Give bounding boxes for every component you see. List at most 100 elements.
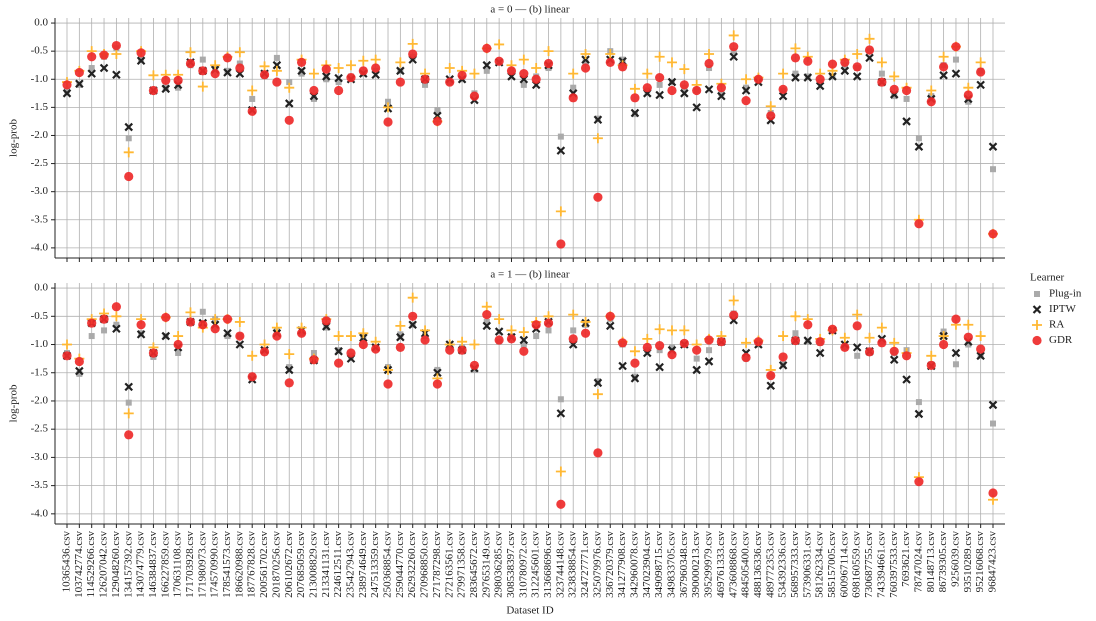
- x-tick-label: 395299979.csv: [703, 531, 715, 598]
- gdr-marker: [506, 66, 517, 76]
- gdr-marker: [531, 320, 541, 330]
- ra-marker: [234, 316, 245, 327]
- plug-in-marker: [891, 93, 898, 100]
- gdr-marker: [852, 321, 862, 331]
- ra-marker: [666, 57, 677, 68]
- gdr-marker: [877, 338, 887, 348]
- gdr-marker: [284, 378, 294, 388]
- gdr-marker: [272, 331, 282, 341]
- iptw-marker: [371, 70, 380, 80]
- legend-label: RA: [1049, 319, 1064, 331]
- series: [62, 40, 998, 249]
- iptw-marker: [408, 320, 417, 330]
- y-tick-label: -1.0: [31, 338, 49, 350]
- ra-marker: [1032, 320, 1042, 330]
- ra-marker: [839, 332, 850, 343]
- ra-marker: [728, 30, 739, 41]
- iptw-marker: [87, 69, 96, 78]
- x-tick-label: 96847423.csv: [987, 531, 999, 593]
- plug-in-marker: [175, 349, 182, 356]
- iptw-marker: [951, 69, 961, 78]
- ra-marker: [531, 63, 542, 74]
- ra-marker: [889, 337, 900, 348]
- gdr-marker: [766, 370, 776, 381]
- y-tick-label: -3.0: [31, 451, 49, 463]
- ra-marker: [790, 43, 801, 54]
- gdr-marker: [494, 335, 504, 345]
- plug-in-marker: [706, 347, 713, 354]
- gdr-marker: [124, 430, 134, 440]
- plug-in-marker: [323, 76, 330, 83]
- iptw-marker: [803, 73, 813, 82]
- gdr-marker: [111, 40, 121, 51]
- y-tick-label: -4.0: [31, 507, 49, 519]
- iptw-marker: [1032, 305, 1042, 314]
- gdr-marker: [803, 56, 813, 66]
- y-tick-label: -2.5: [31, 423, 49, 435]
- plug-in-marker: [224, 67, 231, 74]
- gdr-marker: [753, 337, 764, 347]
- iptw-marker: [593, 115, 603, 125]
- ra-marker: [728, 295, 739, 306]
- plug-in-marker: [557, 133, 564, 140]
- iptw-marker: [223, 68, 232, 77]
- x-tick-label: 171980973.csv: [196, 531, 208, 598]
- ra-marker: [629, 83, 640, 94]
- x-tick-label: 186620988.csv: [233, 531, 245, 598]
- ra-marker: [197, 81, 208, 92]
- gdr-marker: [235, 63, 245, 73]
- iptw-marker: [914, 409, 924, 419]
- plug-in-marker: [965, 341, 972, 348]
- gdr-marker: [519, 346, 529, 356]
- plug-in-marker: [952, 361, 959, 368]
- ra-marker: [506, 325, 517, 336]
- gdr-marker: [729, 310, 739, 320]
- iptw-marker: [322, 72, 331, 81]
- ra-marker: [444, 63, 455, 74]
- plug-in-marker: [570, 327, 577, 334]
- ra-marker: [852, 48, 863, 59]
- gdr-marker: [568, 334, 578, 344]
- gdr-marker: [889, 346, 899, 356]
- x-tick-label: 174570990.csv: [209, 531, 221, 598]
- iptw-marker: [692, 365, 701, 375]
- x-tick-label: 568957333.csv: [789, 531, 801, 598]
- panel-title: a = 1 — (b) linear: [490, 269, 570, 281]
- ra-marker: [765, 101, 776, 112]
- gdr-marker: [556, 239, 566, 249]
- gdr-marker: [198, 66, 208, 76]
- y-tick-label: -0.5: [31, 310, 49, 322]
- iptw-marker: [865, 53, 874, 63]
- plug-in-marker: [422, 81, 429, 88]
- gdr-marker: [642, 342, 652, 352]
- ra-marker: [963, 319, 974, 330]
- x-tick-label: 270968850.csv: [419, 531, 431, 598]
- iptw-marker: [976, 80, 985, 90]
- ra-marker: [654, 51, 665, 62]
- plug-in-marker: [915, 135, 922, 142]
- gdr-marker: [778, 84, 788, 94]
- x-tick-label: 238974649.csv: [357, 531, 369, 598]
- gdr-marker: [148, 348, 159, 358]
- y-tick-label: -3.5: [31, 479, 49, 491]
- gdr-marker: [420, 335, 430, 345]
- ra-marker: [778, 68, 789, 79]
- x-tick-label: 262932260.csv: [406, 531, 418, 598]
- x-tick-label: 730687755.csv: [863, 531, 875, 598]
- plug-in-marker: [965, 98, 972, 105]
- gdr-marker: [556, 499, 566, 509]
- x-tick-label: 347023904.csv: [641, 531, 653, 598]
- gdr-marker: [210, 324, 220, 334]
- ra-marker: [333, 331, 344, 342]
- ra-marker: [383, 102, 394, 113]
- gdr-marker: [766, 111, 776, 121]
- x-tick-label: 743394661.csv: [875, 531, 887, 598]
- gdr-marker: [185, 58, 196, 69]
- ra-marker: [148, 70, 159, 81]
- gdr-marker: [889, 84, 899, 94]
- iptw-marker: [223, 328, 232, 338]
- gdr-marker: [976, 344, 986, 354]
- gdr-marker: [840, 57, 850, 68]
- x-tick-label: 324727771.csv: [579, 531, 591, 598]
